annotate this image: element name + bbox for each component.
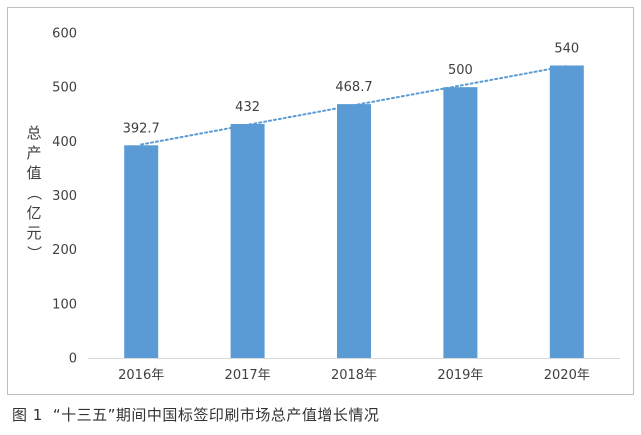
chart-frame: [7, 7, 634, 395]
bar: [337, 104, 371, 358]
bar: [549, 65, 584, 358]
data-label: 500: [448, 63, 473, 78]
y-axis-title-char: 产: [26, 144, 41, 162]
y-axis-title-char: ）: [25, 245, 43, 260]
y-tick-label: 500: [52, 81, 77, 96]
x-tick-labels: 2016年 2017年 2018年 2019年 2020年: [118, 368, 590, 383]
y-tick-label: 300: [52, 189, 77, 204]
data-label: 468.7: [335, 80, 372, 95]
x-tick-label: 2017年: [225, 368, 271, 383]
x-tick-label: 2016年: [118, 368, 164, 383]
x-tick-label: 2018年: [331, 368, 377, 383]
data-labels: 392.7 432 468.7 500 540: [123, 42, 580, 137]
bar: [124, 145, 159, 358]
y-tick-label: 100: [52, 297, 77, 312]
y-axis-title-char: 值: [26, 164, 41, 182]
bar-chart: 总产值 （ 亿元 ） 0 100 200 300 400 500 600 392.7 432 468.…: [25, 27, 620, 383]
bar: [230, 124, 265, 358]
y-axis-title-char: （: [25, 185, 43, 200]
y-tick-label: 0: [69, 352, 77, 367]
data-label: 432: [235, 100, 260, 115]
x-tick-label: 2019年: [437, 368, 483, 383]
caption-text: “十三五”期间中国标签印刷市场总产值增长情况: [52, 406, 380, 424]
y-axis-title: 总产值 （ 亿元 ）: [25, 124, 43, 261]
bar: [443, 87, 478, 359]
data-label: 540: [554, 42, 579, 57]
y-tick-label: 400: [52, 135, 77, 150]
figure-number: 图 1: [12, 406, 43, 424]
figure-caption: 图 1 “十三五”期间中国标签印刷市场总产值增长情况: [12, 404, 379, 425]
bars: [124, 65, 584, 359]
data-label: 392.7: [123, 121, 160, 136]
trendline-path: [140, 64, 568, 146]
y-axis-title-char: 总: [26, 124, 41, 142]
y-axis-title-char: 元: [26, 224, 41, 242]
y-tick-labels: 0 100 200 300 400 500 600: [52, 27, 77, 367]
y-tick-label: 200: [52, 243, 77, 258]
y-axis-title-char: 亿: [26, 204, 41, 222]
x-tick-label: 2020年: [544, 368, 590, 383]
trendline: [140, 64, 568, 146]
y-tick-label: 600: [52, 27, 77, 42]
